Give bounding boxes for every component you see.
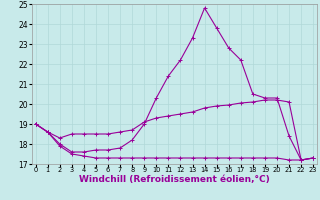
X-axis label: Windchill (Refroidissement éolien,°C): Windchill (Refroidissement éolien,°C) xyxy=(79,175,270,184)
